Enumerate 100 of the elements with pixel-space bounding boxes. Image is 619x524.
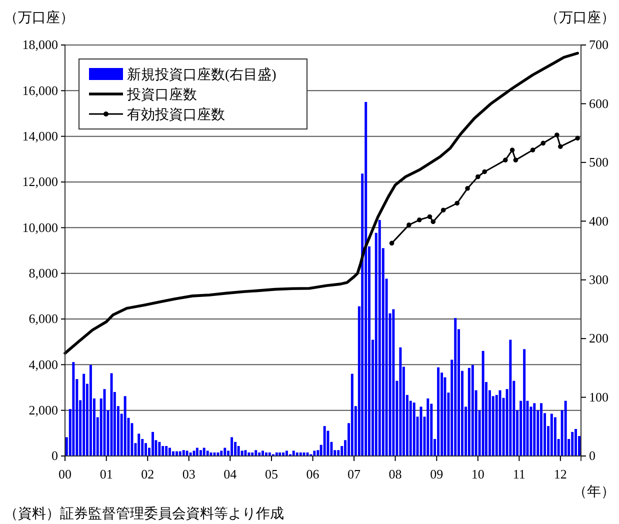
y-tick-label: 4,000 [28, 356, 58, 372]
point [416, 218, 422, 222]
bar [454, 318, 457, 456]
bar [168, 448, 171, 456]
y2-tick-label: 200 [589, 330, 608, 346]
y-tick-label: 16,000 [22, 82, 58, 98]
bar [337, 450, 340, 456]
y2-tick-label: 400 [589, 213, 608, 228]
y2-tick-label: 300 [589, 272, 608, 288]
bar [192, 450, 196, 456]
point [440, 208, 446, 212]
bar [426, 398, 430, 456]
bar [574, 428, 577, 456]
text: （資料）証券監督管理委員会資料等より作成 [4, 506, 284, 522]
y2-tick-label: 100 [589, 389, 608, 404]
bar [554, 417, 556, 456]
x-tick-label: 11 [512, 466, 526, 482]
bar [110, 373, 113, 456]
legend-label: 新規投資口座数(右目盛) [127, 67, 277, 83]
bar [158, 442, 161, 456]
bar [72, 362, 75, 456]
bar [323, 426, 326, 456]
bar [196, 448, 198, 456]
bar [540, 403, 543, 456]
point [430, 219, 436, 224]
x-tick-label: 12 [554, 466, 567, 482]
point [476, 174, 480, 180]
y-tick-label: 14,000 [22, 128, 58, 144]
x-tick-label: 09 [430, 466, 444, 482]
bar [262, 450, 264, 456]
bar [202, 448, 206, 456]
x-tick-label: 04 [224, 466, 238, 482]
bar [285, 450, 288, 456]
bar [220, 450, 223, 456]
bar [412, 402, 416, 456]
bar [206, 450, 209, 456]
bar [399, 347, 402, 456]
x-tick-label: 08 [388, 466, 402, 482]
y-axis-title: （万口座） [4, 10, 74, 26]
bar [254, 450, 258, 456]
point [510, 148, 515, 152]
y-tick-label: 12,000 [22, 174, 58, 190]
y2-tick-label: 500 [589, 154, 608, 170]
y-tick-label: 8,000 [28, 265, 58, 280]
point [540, 140, 546, 146]
bar [550, 414, 553, 456]
x-tick-label: 03 [182, 466, 196, 482]
x-tick-label: 01 [100, 466, 113, 482]
x-tick-label: 06 [306, 466, 320, 482]
bar [498, 390, 502, 456]
line-series [64, 52, 580, 355]
bar [392, 309, 395, 456]
bar [82, 374, 86, 456]
bar [471, 364, 474, 456]
bar [138, 434, 140, 456]
bar [89, 364, 92, 456]
bar [437, 367, 440, 456]
x-tick-label: 02 [141, 466, 154, 482]
point [554, 132, 560, 138]
y-tick-label: 0 [52, 448, 58, 464]
legend-label: 有効投資口座数 [127, 107, 225, 123]
bar [378, 220, 381, 456]
point [482, 169, 487, 174]
x-tick-label: 07 [348, 466, 362, 482]
bar [224, 448, 226, 456]
point [530, 148, 536, 152]
point [575, 136, 580, 141]
y-tick-label: 18,000 [22, 37, 58, 52]
bar [230, 437, 234, 456]
bar [468, 368, 470, 456]
y2-tick-label: 700 [589, 37, 608, 52]
bar [564, 400, 567, 456]
bar [186, 450, 188, 456]
legend-label: 投資口座数 [126, 87, 197, 103]
point [465, 186, 470, 191]
bar [237, 446, 240, 456]
point [389, 240, 394, 246]
bar [482, 350, 484, 456]
point [558, 144, 563, 149]
point [427, 214, 432, 220]
x-tick-label: 10 [471, 466, 484, 482]
bar [144, 443, 148, 456]
bar [199, 450, 202, 456]
bar [313, 450, 316, 456]
bar [244, 450, 247, 456]
y2-tick-label: 600 [589, 96, 608, 111]
bar [571, 432, 574, 456]
y-tick-label: 2,000 [28, 402, 58, 418]
bar [165, 446, 168, 456]
bar [182, 450, 185, 456]
bar [124, 396, 126, 456]
y-tick-label: 6,000 [28, 311, 58, 326]
bar [523, 349, 526, 456]
x-axis-title: （年） [573, 484, 615, 500]
point [406, 222, 412, 228]
bar [364, 102, 368, 456]
y2-tick-label: 0 [589, 448, 596, 464]
bar [292, 450, 295, 456]
bar [350, 374, 354, 456]
x-tick-label: 05 [265, 466, 278, 482]
